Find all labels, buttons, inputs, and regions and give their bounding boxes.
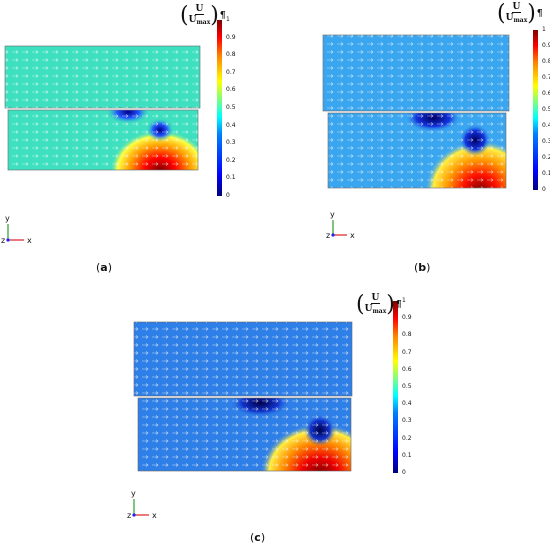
caption-c: (c) (250, 531, 266, 544)
colorbar-tick-label: 0.7 (542, 74, 550, 81)
colorbar-tick-label: 0.4 (226, 121, 236, 129)
colorbar-tick-label: 0.3 (402, 417, 412, 425)
colorbar-tick-label: 0.8 (226, 51, 236, 59)
caption-b: (b) (414, 261, 431, 274)
colorbar-title-a: ( U Umax ) ¶ (180, 3, 226, 28)
colorbar-tick-label: 0.5 (402, 383, 412, 390)
colorbar-c (393, 301, 398, 473)
colorbar-tick-label: 1 (226, 16, 230, 23)
colorbar-b (533, 30, 538, 190)
colorbar-tick-label: 0.9 (402, 314, 412, 322)
colorbar-tick-label: 0.1 (226, 174, 236, 182)
colorbar-tick-label: 0.9 (226, 33, 236, 41)
colorbar-tick-label: 1 (402, 297, 406, 304)
triad-z-label: z (1, 236, 5, 245)
triad-z-label: z (127, 511, 131, 520)
colorbar-a (217, 20, 222, 196)
colorbar-tick-label: 1 (542, 26, 546, 33)
colorbar-tick-label: 0.1 (402, 451, 412, 459)
colorbar-tick-label: 0.6 (226, 86, 236, 94)
colorbar-tick-label: 0.1 (542, 170, 550, 177)
colorbar-tick-label: 0 (542, 186, 546, 193)
colorbar-tick-label: 0.4 (542, 122, 550, 129)
colorbar-title-b: ( U Umax ) ¶ (497, 1, 543, 26)
colorbar-tick-label: 0 (402, 469, 406, 476)
colorbar-tick-label: 0.6 (542, 90, 550, 97)
colorbar-tick-label: 0.5 (542, 106, 550, 113)
colorbar-tick-label: 0.8 (402, 331, 412, 339)
axes-triad-a: y z x (1, 214, 32, 245)
colorbar-title-c: ( U Umax ) ¶ (356, 292, 402, 317)
colorbar-tick-label: 0.9 (542, 42, 550, 49)
triad-z-label: z (326, 231, 330, 240)
caption-a: (a) (96, 261, 113, 274)
colorbar-tick-label: 0.2 (226, 156, 236, 164)
colorbar-numerator: U (194, 4, 205, 15)
colorbar-tick-label: 0.3 (226, 139, 236, 147)
colorbar-tick-label: 0.4 (402, 400, 412, 408)
panel-b: y z x ( U Umax ) ¶ 1 0.9 0.8 0.7 0.6 0.5 0.4 0.3 0… (275, 0, 550, 280)
colorbar-tick-label: 0.7 (402, 348, 412, 356)
panel-a: y z x ( U Umax ) ¶ 1 0.9 0.8 0.7 0.6 0.5 0.4 0.3 0… (0, 0, 275, 275)
colorbar-tick-label: 0.5 (226, 104, 236, 111)
colorbar-tick-label: 0.6 (402, 365, 412, 373)
panel-c-figure: y z x (127, 301, 398, 520)
colorbar-tick-label: 0.2 (402, 434, 412, 442)
triad-y-label: y (330, 210, 335, 219)
triad-y-label: y (131, 489, 136, 498)
panel-b-figure: y z x (322, 30, 538, 240)
colorbar-tick-label: 0.7 (226, 68, 236, 76)
colorbar-tick-label: 0 (226, 192, 230, 199)
colorbar-tick-label: 0.8 (542, 58, 550, 65)
colorbar-tick-label: 0.2 (542, 154, 550, 161)
axes-triad-c: y z x (127, 489, 157, 520)
panel-c: y z x ( U Umax ) ¶ 1 0.9 0.8 0.7 0.6 0.5 0.4 0.3 0… (120, 285, 440, 549)
axes-triad-b: y z x (326, 210, 355, 240)
triad-x-label: x (27, 236, 32, 245)
colorbar-tick-label: 0.3 (542, 138, 550, 145)
triad-y-label: y (5, 214, 10, 223)
panel-a-figure: y z x (0, 20, 275, 270)
triad-x-label: x (350, 231, 355, 240)
triad-x-label: x (152, 511, 157, 520)
